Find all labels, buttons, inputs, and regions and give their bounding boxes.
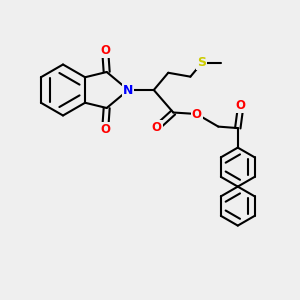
Text: S: S	[197, 56, 206, 69]
Text: O: O	[100, 123, 110, 136]
Text: N: N	[123, 83, 134, 97]
Text: O: O	[192, 107, 202, 121]
Text: O: O	[152, 121, 162, 134]
Text: O: O	[236, 99, 246, 112]
Text: O: O	[100, 44, 110, 57]
